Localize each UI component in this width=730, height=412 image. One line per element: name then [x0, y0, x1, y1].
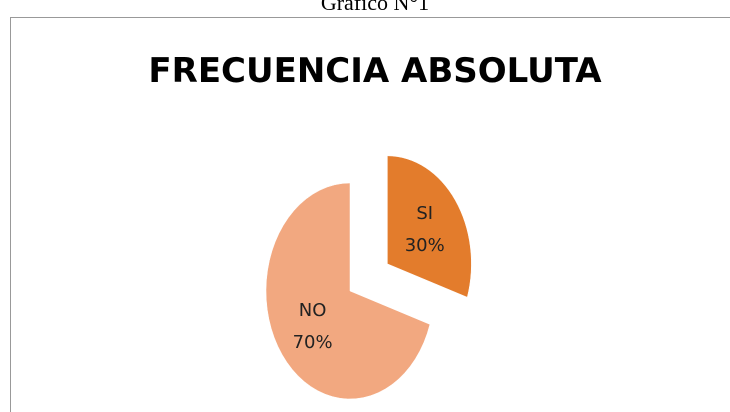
caption: Gráfico N°1: [321, 0, 429, 15]
pie-slice: [387, 155, 472, 298]
pie-slice: [265, 182, 431, 400]
slice-label: NO: [299, 300, 327, 321]
slice-value-label: 30%: [405, 235, 445, 256]
slice-label: SI: [416, 203, 433, 224]
chart-title: FRECUENCIA ABSOLUTA: [148, 51, 602, 91]
slice-value-label: 70%: [293, 332, 333, 353]
